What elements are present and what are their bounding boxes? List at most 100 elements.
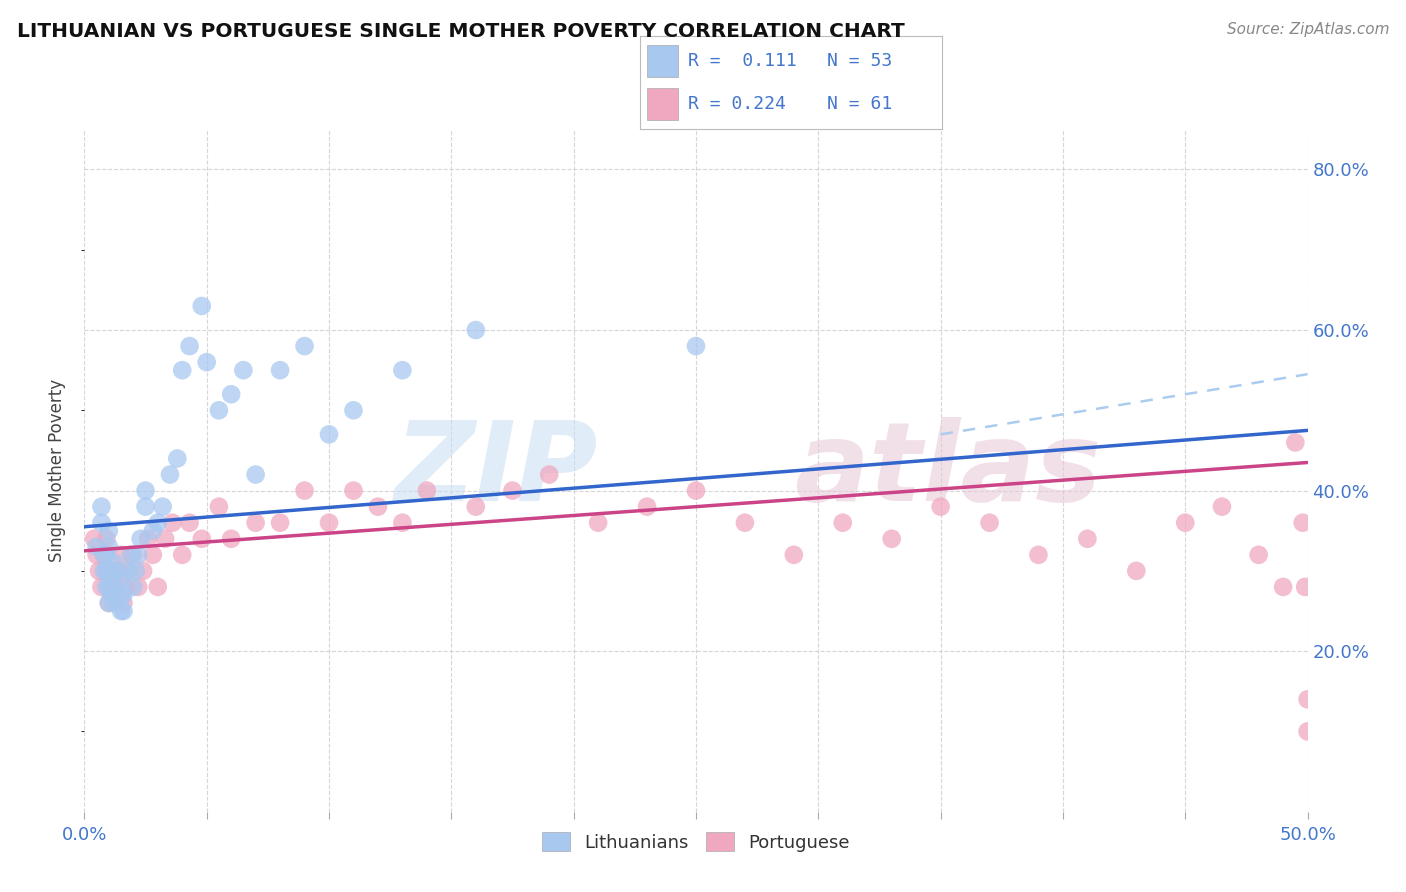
Point	[112, 596, 135, 610]
Point	[1076, 532, 1098, 546]
Point	[93, 548, 115, 562]
Point	[391, 363, 413, 377]
Point	[122, 580, 145, 594]
Point	[179, 339, 201, 353]
Point	[142, 524, 165, 538]
Point	[1272, 580, 1295, 594]
Point	[97, 564, 120, 578]
Point	[97, 580, 120, 594]
Point	[110, 572, 132, 586]
Point	[685, 339, 707, 353]
Point	[195, 355, 218, 369]
Text: ZIP: ZIP	[395, 417, 598, 524]
Point	[269, 516, 291, 530]
Point	[219, 532, 242, 546]
Point	[105, 580, 128, 594]
Point	[294, 339, 316, 353]
Point	[105, 564, 128, 578]
Point	[103, 596, 125, 610]
Point	[172, 548, 194, 562]
Point	[464, 500, 486, 514]
Point	[96, 532, 118, 546]
Point	[880, 532, 903, 546]
Point	[152, 500, 174, 514]
FancyBboxPatch shape	[647, 88, 678, 120]
Point	[318, 427, 340, 442]
Point	[232, 363, 254, 377]
Point	[103, 556, 125, 570]
Point	[110, 588, 132, 602]
Point	[367, 500, 389, 514]
Point	[125, 564, 148, 578]
Point	[87, 564, 110, 578]
Text: atlas: atlas	[794, 417, 1101, 524]
Point	[146, 580, 169, 594]
Point	[159, 467, 181, 482]
Text: R =  0.111: R = 0.111	[688, 52, 797, 70]
Point	[93, 548, 115, 562]
Text: N = 61: N = 61	[827, 95, 893, 113]
Point	[586, 516, 609, 530]
Point	[142, 548, 165, 562]
Point	[86, 540, 108, 554]
Point	[97, 596, 120, 610]
Point	[1174, 516, 1197, 530]
Point	[96, 564, 118, 578]
Text: R = 0.224: R = 0.224	[688, 95, 786, 113]
Point	[117, 564, 139, 578]
Point	[685, 483, 707, 498]
Point	[191, 532, 214, 546]
Point	[1296, 724, 1319, 739]
Point	[100, 588, 122, 602]
Point	[502, 483, 524, 498]
Point	[136, 532, 159, 546]
Text: N = 53: N = 53	[827, 52, 893, 70]
Point	[90, 516, 112, 530]
Point	[1211, 500, 1233, 514]
Point	[318, 516, 340, 530]
Point	[90, 580, 112, 594]
Point	[191, 299, 214, 313]
Point	[96, 580, 118, 594]
Point	[103, 564, 125, 578]
Point	[464, 323, 486, 337]
Point	[122, 548, 145, 562]
Text: LITHUANIAN VS PORTUGUESE SINGLE MOTHER POVERTY CORRELATION CHART: LITHUANIAN VS PORTUGUESE SINGLE MOTHER P…	[17, 22, 904, 41]
Point	[831, 516, 853, 530]
Point	[112, 604, 135, 618]
Point	[979, 516, 1001, 530]
Point	[93, 564, 115, 578]
Point	[208, 500, 231, 514]
Point	[105, 588, 128, 602]
Point	[245, 467, 267, 482]
Point	[166, 451, 188, 466]
Point	[96, 564, 118, 578]
Point	[127, 548, 149, 562]
Point	[734, 516, 756, 530]
Point	[1292, 516, 1315, 530]
Point	[219, 387, 242, 401]
Point	[127, 580, 149, 594]
Point	[245, 516, 267, 530]
Point	[97, 540, 120, 554]
Point	[83, 532, 105, 546]
Point	[1284, 435, 1306, 450]
Point	[135, 483, 157, 498]
Point	[416, 483, 439, 498]
Point	[129, 532, 152, 546]
Point	[153, 532, 176, 546]
Point	[135, 500, 157, 514]
Point	[1247, 548, 1270, 562]
Point	[107, 564, 129, 578]
Legend: Lithuanians, Portuguese: Lithuanians, Portuguese	[533, 823, 859, 861]
Point	[162, 516, 184, 530]
Point	[342, 403, 364, 417]
FancyBboxPatch shape	[647, 45, 678, 77]
Point	[146, 516, 169, 530]
Point	[391, 516, 413, 530]
Point	[96, 548, 118, 562]
Point	[172, 363, 194, 377]
Point	[929, 500, 952, 514]
Point	[636, 500, 658, 514]
Y-axis label: Single Mother Poverty: Single Mother Poverty	[48, 379, 66, 562]
